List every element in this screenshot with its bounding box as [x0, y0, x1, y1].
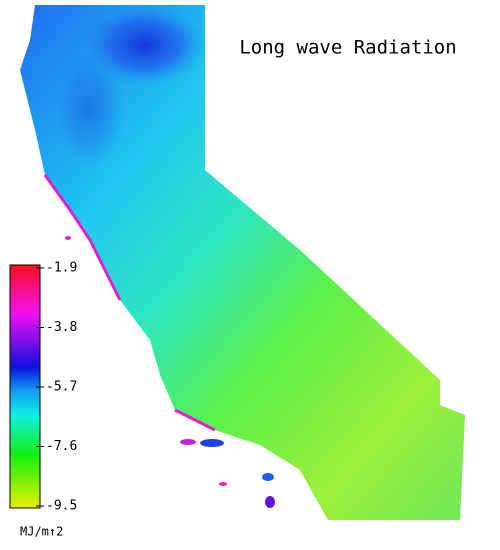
colorbar-unit: MJ/m↑2: [20, 525, 63, 539]
tick-label: -7.6: [46, 439, 77, 454]
tick-label: -3.8: [46, 320, 77, 335]
colorbar-ticks: -1.9 -3.8 -5.7 -7.6 -9.5: [36, 261, 77, 514]
map-title: Long wave Radiation: [239, 37, 456, 59]
colorbar: [9, 264, 41, 509]
california: [20, 5, 465, 520]
tick-label: -5.7: [46, 380, 77, 395]
tick-label: -9.5: [46, 499, 77, 514]
tick-label: -1.9: [46, 261, 77, 276]
